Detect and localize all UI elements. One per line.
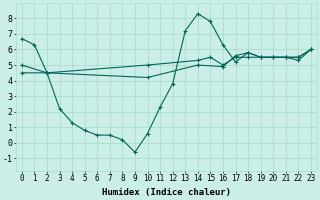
X-axis label: Humidex (Indice chaleur): Humidex (Indice chaleur) bbox=[102, 188, 231, 197]
